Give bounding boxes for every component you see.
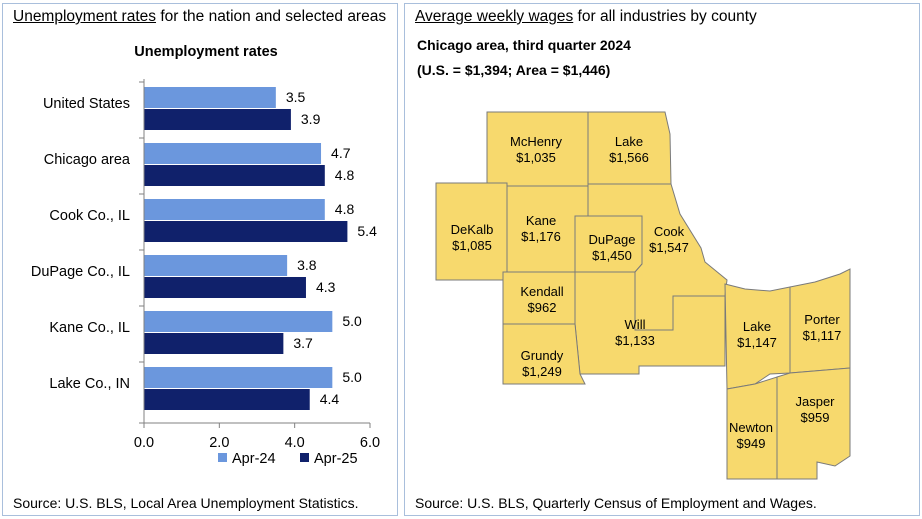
unemployment-panel: Unemployment rates for the nation and se… bbox=[2, 3, 398, 516]
bar-apr-24-lake-co-in bbox=[144, 367, 333, 388]
county-label-lake-in: Lake $1,147 bbox=[737, 319, 777, 350]
category-label-kane-co-il: Kane Co., IL bbox=[49, 320, 130, 336]
legend-label-apr-25: Apr-25 bbox=[314, 451, 358, 467]
county-name-porter: Porter bbox=[804, 312, 840, 327]
county-wage-dekalb: $1,085 bbox=[452, 238, 492, 253]
category-label-dupage-co-il: DuPage Co., IL bbox=[31, 264, 130, 280]
data-label-apr-24-dupage-co-il: 3.8 bbox=[297, 257, 317, 273]
county-label-dupage: DuPage $1,450 bbox=[589, 232, 636, 263]
legend-swatch-apr-25 bbox=[300, 453, 309, 462]
x-tick-label: 0.0 bbox=[134, 435, 154, 451]
category-label-lake-co-in: Lake Co., IN bbox=[49, 376, 130, 392]
county-wage-grundy: $1,249 bbox=[522, 364, 562, 379]
bar-apr-25-united-states bbox=[144, 109, 291, 130]
county-label-mchenry: McHenry $1,035 bbox=[510, 134, 563, 165]
county-label-jasper: Jasper $959 bbox=[795, 394, 835, 425]
map-subtitle-area: Chicago area, third quarter 2024 bbox=[417, 37, 631, 53]
legend-label-apr-24: Apr-24 bbox=[232, 451, 276, 467]
bar-apr-24-kane-co-il bbox=[144, 311, 333, 332]
county-name-kane: Kane bbox=[526, 213, 556, 228]
category-label-united-states: United States bbox=[43, 96, 130, 112]
unemployment-source: Source: U.S. BLS, Local Area Unemploymen… bbox=[13, 495, 359, 511]
county-name-lake-il: Lake bbox=[615, 134, 643, 149]
county-name-grundy: Grundy bbox=[521, 348, 564, 363]
wages-panel-title: Average weekly wages for all industries … bbox=[415, 8, 757, 26]
data-label-apr-24-united-states: 3.5 bbox=[286, 89, 306, 105]
county-label-dekalb: DeKalb $1,085 bbox=[451, 222, 494, 253]
legend-swatch-apr-24 bbox=[218, 453, 227, 462]
county-wage-kane: $1,176 bbox=[521, 229, 561, 244]
county-wage-mchenry: $1,035 bbox=[516, 150, 556, 165]
county-label-cook: Cook $1,547 bbox=[649, 224, 689, 255]
county-lake-il bbox=[587, 111, 672, 185]
county-wage-lake-in: $1,147 bbox=[737, 335, 777, 350]
bar-apr-25-chicago-area bbox=[144, 165, 325, 186]
county-name-dekalb: DeKalb bbox=[451, 222, 494, 237]
x-tick-label: 4.0 bbox=[285, 435, 305, 451]
x-tick-label: 6.0 bbox=[360, 435, 380, 451]
county-label-newton: Newton $949 bbox=[729, 420, 773, 451]
bar-apr-25-cook-co-il bbox=[144, 221, 348, 242]
unemployment-panel-title: Unemployment rates for the nation and se… bbox=[13, 8, 386, 26]
data-label-apr-24-kane-co-il: 5.0 bbox=[342, 313, 362, 329]
county-mchenry bbox=[486, 111, 589, 187]
county-name-mchenry: McHenry bbox=[510, 134, 563, 149]
county-wage-dupage: $1,450 bbox=[592, 248, 632, 263]
data-label-apr-25-lake-co-in: 4.4 bbox=[320, 391, 340, 407]
data-label-apr-25-united-states: 3.9 bbox=[301, 111, 321, 127]
county-name-dupage: DuPage bbox=[589, 232, 636, 247]
data-label-apr-24-cook-co-il: 4.8 bbox=[335, 201, 355, 217]
data-label-apr-25-chicago-area: 4.8 bbox=[335, 167, 355, 183]
county-wage-jasper: $959 bbox=[801, 410, 830, 425]
county-wage-cook: $1,547 bbox=[649, 240, 689, 255]
bar-apr-24-chicago-area bbox=[144, 143, 322, 164]
county-name-newton: Newton bbox=[729, 420, 773, 435]
chart-title: Unemployment rates bbox=[134, 44, 277, 60]
county-wage-porter: $1,117 bbox=[803, 328, 842, 343]
wages-panel-title-underlined: Average weekly wages bbox=[415, 8, 574, 25]
county-wage-lake-il: $1,566 bbox=[609, 150, 649, 165]
category-label-chicago-area: Chicago area bbox=[44, 152, 131, 168]
county-grundy bbox=[502, 323, 586, 385]
county-name-jasper: Jasper bbox=[795, 394, 835, 409]
data-label-apr-25-cook-co-il: 5.4 bbox=[357, 223, 377, 239]
wages-panel: Average weekly wages for all industries … bbox=[404, 3, 920, 516]
category-label-cook-co-il: Cook Co., IL bbox=[49, 208, 130, 224]
county-label-grundy: Grundy $1,249 bbox=[521, 348, 564, 379]
unemployment-panel-title-rest: for the nation and selected areas bbox=[156, 8, 387, 25]
county-jasper bbox=[776, 367, 851, 480]
data-label-apr-25-kane-co-il: 3.7 bbox=[293, 335, 313, 351]
unemployment-bar-chart: Unemployment rates United States 3.5 3.9 Ch… bbox=[31, 44, 380, 467]
county-label-lake-il: Lake $1,566 bbox=[609, 134, 649, 165]
data-label-apr-25-dupage-co-il: 4.3 bbox=[316, 279, 336, 295]
wages-source: Source: U.S. BLS, Quarterly Census of Em… bbox=[415, 495, 817, 511]
county-label-will: Will $1,133 bbox=[615, 317, 655, 348]
county-name-kendall: Kendall bbox=[520, 284, 563, 299]
bar-apr-24-united-states bbox=[144, 87, 276, 108]
x-tick-label: 2.0 bbox=[209, 435, 229, 451]
bar-apr-24-dupage-co-il bbox=[144, 255, 288, 276]
county-label-porter: Porter $1,117 bbox=[803, 312, 842, 343]
data-label-apr-24-lake-co-in: 5.0 bbox=[342, 369, 362, 385]
county-wage-kendall: $962 bbox=[528, 300, 557, 315]
county-label-kane: Kane $1,176 bbox=[521, 213, 561, 244]
county-wage-newton: $949 bbox=[737, 436, 766, 451]
county-wage-will: $1,133 bbox=[615, 333, 655, 348]
data-label-apr-24-chicago-area: 4.7 bbox=[331, 145, 351, 161]
map-subtitle-wages: (U.S. = $1,394; Area = $1,446) bbox=[417, 62, 611, 78]
wages-panel-title-rest: for all industries by county bbox=[573, 8, 757, 25]
bar-apr-24-cook-co-il bbox=[144, 199, 325, 220]
bar-apr-25-dupage-co-il bbox=[144, 277, 306, 298]
bar-apr-25-lake-co-in bbox=[144, 389, 310, 410]
unemployment-panel-title-underlined: Unemployment rates bbox=[13, 8, 157, 25]
county-name-lake-in: Lake bbox=[743, 319, 771, 334]
bar-apr-25-kane-co-il bbox=[144, 333, 284, 354]
county-name-cook: Cook bbox=[654, 224, 685, 239]
county-label-kendall: Kendall $962 bbox=[520, 284, 563, 315]
county-name-will: Will bbox=[625, 317, 646, 332]
